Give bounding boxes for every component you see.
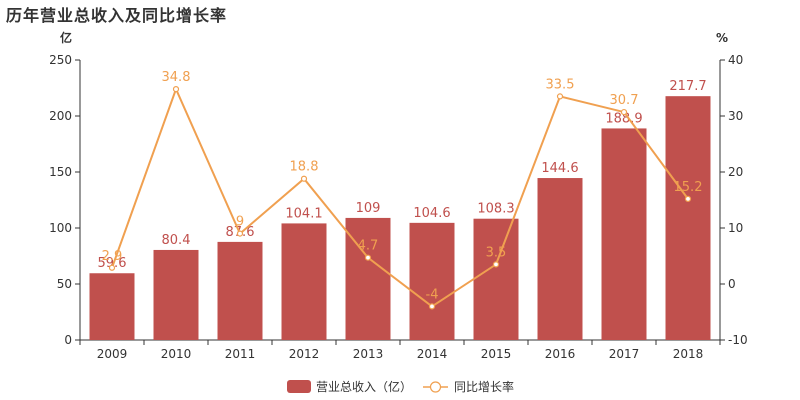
growth-value-label: -4: [426, 287, 439, 302]
y-right-tick-label: -10: [728, 333, 748, 347]
bar: [665, 96, 711, 341]
y-left-tick-label: 100: [49, 221, 72, 235]
bars: [89, 96, 711, 341]
x-tick-label: 2016: [545, 347, 576, 361]
bar: [345, 217, 391, 340]
bar: [153, 249, 199, 340]
growth-value-label: 18.8: [290, 160, 319, 175]
x-tick-label: 2011: [225, 347, 256, 361]
x-tick-label: 2012: [289, 347, 320, 361]
x-tick-label: 2014: [417, 347, 448, 361]
bar-value-label: 144.6: [541, 161, 578, 176]
growth-point: [172, 86, 180, 93]
growth-point: [556, 93, 564, 100]
growth-value-label: 30.7: [610, 93, 639, 108]
bar: [601, 128, 647, 340]
growth-point: [620, 108, 628, 116]
growth-value-label: 4.7: [358, 239, 379, 254]
bar: [281, 223, 327, 340]
bar: [89, 273, 135, 340]
growth-value-label: 34.8: [162, 70, 191, 85]
y-left-tick-label: 50: [57, 277, 72, 291]
y-left-unit: 亿: [60, 30, 72, 45]
x-tick-label: 2018: [673, 347, 704, 361]
legend-bar-label: 营业总收入（亿）: [316, 379, 412, 394]
growth-point: [364, 254, 372, 261]
y-right-tick-label: 30: [728, 109, 743, 123]
bar-value-label: 188.9: [605, 111, 642, 126]
x-tick-label: 2017: [609, 347, 640, 361]
growth-point: [300, 175, 308, 182]
bar-value-label: 109: [356, 201, 381, 216]
y-right-tick-label: 10: [728, 221, 743, 235]
line-labels: 2.9 34.8 9 18.8 4.7 -4 3.5 33.5 30.7 15.2: [102, 70, 703, 302]
growth-value-label: 9: [236, 215, 244, 230]
bar-value-label: 108.3: [477, 202, 514, 217]
y-left-tick-label: 200: [49, 109, 72, 123]
growth-value-label: 33.5: [546, 77, 575, 92]
bar-value-label: 217.7: [669, 79, 706, 94]
bar-value-label: 80.4: [162, 233, 191, 248]
legend-line-marker: [429, 381, 442, 393]
y-left-tick-label: 250: [49, 53, 72, 67]
bar-value-label: 59.6: [98, 256, 127, 271]
bar: [473, 218, 519, 340]
x-tick-label: 2009: [97, 347, 128, 361]
bar-value-label: 104.1: [285, 206, 322, 221]
y-left-tick-label: 0: [64, 333, 72, 347]
growth-value-label: 2.9: [102, 249, 123, 264]
growth-point: [108, 264, 116, 271]
bar: [217, 241, 263, 340]
y-right-tick-label: 20: [728, 165, 743, 179]
x-tick-label: 2015: [481, 347, 512, 361]
growth-polyline: [111, 86, 689, 308]
bar-value-label: 104.6: [413, 206, 450, 221]
bar-labels: 59.680.487.6104.1109104.6108.3144.6188.9…: [98, 79, 707, 271]
growth-line: [108, 86, 692, 310]
growth-value-label: 15.2: [674, 180, 703, 195]
y-left-tick-label: 150: [49, 165, 72, 179]
x-tick-label: 2013: [353, 347, 384, 361]
growth-point: [492, 261, 500, 268]
x-tick-label: 2010: [161, 347, 192, 361]
legend-line-label: 同比增长率: [454, 379, 514, 394]
bar: [409, 222, 455, 340]
growth-value-label: 3.5: [486, 245, 507, 260]
legend: 营业总收入（亿） 同比增长率: [287, 379, 514, 394]
y-right-unit: %: [716, 31, 728, 45]
y-right-tick-label: 40: [728, 53, 743, 67]
y-right-tick-label: 0: [728, 277, 736, 291]
growth-point: [236, 230, 244, 237]
growth-point: [428, 303, 436, 310]
bar: [537, 178, 583, 340]
growth-point: [684, 195, 692, 202]
legend-bar-swatch: [287, 380, 311, 393]
chart-title: 历年营业总收入及同比增长率: [6, 6, 228, 25]
